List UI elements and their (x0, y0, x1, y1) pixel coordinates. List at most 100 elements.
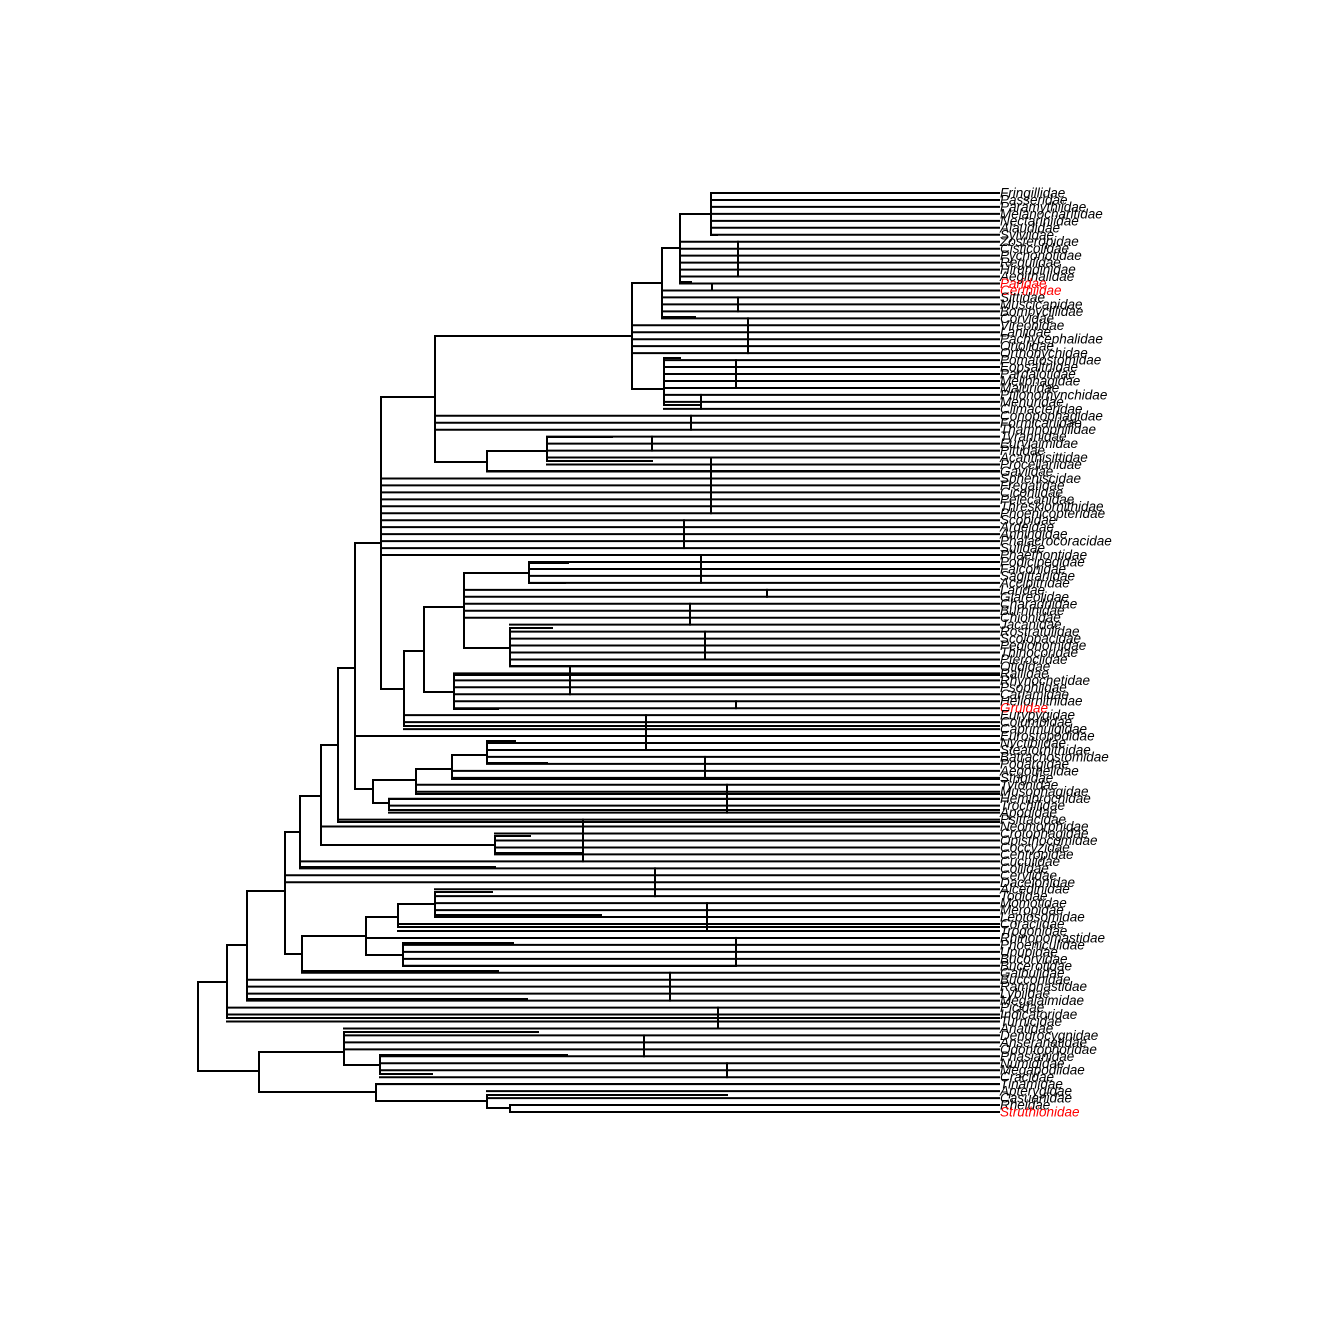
tip-label: Certhiidae (1000, 283, 1062, 298)
tip-label: Indicatoridae (1000, 1007, 1077, 1022)
tip-label: Passeridae (1000, 192, 1068, 207)
tip-label: Ptilonorhynchidae (1000, 387, 1107, 402)
tip-label: Cariamidae (1000, 687, 1069, 702)
tip-label: Ardeidae (999, 520, 1054, 535)
tip-label: Pittidae (1000, 443, 1045, 458)
tip-label: Zosteropidae (999, 234, 1079, 249)
tip-label: Cerylidae (1000, 868, 1057, 883)
tip-label: Tyrannidae (1000, 429, 1067, 444)
tip-label: Tytonidae (1000, 777, 1058, 792)
tip-label: Apterygidae (999, 1084, 1072, 1099)
tip-label: Fringillidae (1000, 186, 1065, 201)
tip-label: Eurylaimidae (1000, 436, 1078, 451)
tip-label: Spheniscidae (1000, 471, 1081, 486)
tip-label: Nyctibiidae (1000, 736, 1066, 751)
tip-label: Fregatidae (1000, 478, 1065, 493)
tip-label: Opisthocomidae (1000, 833, 1098, 848)
tip-label: Phoenicopteridae (1000, 506, 1105, 521)
tip-label: Caprimulgidae (1000, 722, 1087, 737)
tip-label: Crotophagidae (1000, 826, 1089, 841)
tip-label: Bucconidae (1000, 972, 1071, 987)
tip-label: Burhinidae (1000, 603, 1065, 618)
tip-label: Picidae (1000, 1000, 1044, 1015)
tip-label: Lybiidae (1000, 986, 1050, 1001)
tip-label: Ciconiidae (1000, 485, 1063, 500)
tip-label: Vireonidae (1000, 318, 1064, 333)
tip-label: Anatidae (999, 1021, 1053, 1036)
tip-label: Paridae (1000, 276, 1047, 291)
tip-label: Laridae (1000, 582, 1045, 597)
tip-label: Numididae (1000, 1056, 1065, 1071)
tip-label: Trochilidae (1000, 798, 1065, 813)
tip-label: Melanocharitidae (1000, 206, 1103, 221)
tip-label: Corvidae (1000, 311, 1054, 326)
tip-label: Rostratulidae (1000, 624, 1080, 639)
tip-label: Cisticolidae (1000, 241, 1069, 256)
tree-branches (197, 192, 1000, 1113)
tip-label: Upupidae (1000, 944, 1058, 959)
tip-label: Columbidae (1000, 715, 1072, 730)
tip-label: Chionidae (1000, 610, 1061, 625)
tip-label: Pardalotidae (1000, 367, 1076, 382)
tip-label: Gaviidae (1000, 464, 1053, 479)
tip-label: Podicipedidae (1000, 554, 1085, 569)
tip-label: Scopidae (1000, 513, 1056, 528)
tip-label: Dacelonidae (1000, 875, 1075, 890)
tip-label: Podargidae (1000, 756, 1069, 771)
tip-label: Thinocoridae (1000, 645, 1078, 660)
tip-label: Neomorphidae (1000, 819, 1089, 834)
tip-label: Turnicidae (1000, 1014, 1062, 1029)
tip-label: Jacanidae (999, 617, 1062, 632)
tip-label: Sylviidae (1000, 227, 1054, 242)
tip-label: Phoeniculidae (1000, 937, 1085, 952)
tip-label: Hirundinidae (1000, 262, 1076, 277)
tip-label: Scolopacidae (1000, 631, 1081, 646)
tip-label: Bucerotidae (1000, 958, 1072, 973)
tip-label: Pelecanidae (1000, 492, 1074, 507)
tip-label: Climacteridae (1000, 401, 1083, 416)
tip-label: Thamnophilidae (1000, 422, 1096, 437)
tip-label: Trogonidae (1000, 923, 1067, 938)
tip-label: Sagittariidae (1000, 568, 1075, 583)
tip-label: Falconidae (1000, 561, 1066, 576)
tip-label: Formicariidae (1000, 415, 1082, 430)
tip-label: Pachycephalidae (1000, 332, 1103, 347)
tip-label: Aegithalidae (999, 269, 1074, 284)
tip-label: Pycnonotidae (1000, 248, 1082, 263)
tip-label: Coccyzidae (1000, 840, 1070, 855)
tip-label: Hemiprocnidae (1000, 791, 1091, 806)
tip-label: Alaudidae (999, 220, 1060, 235)
tip-label: Orthonychidae (1000, 346, 1088, 361)
tip-label: Batrachostomidae (1000, 749, 1109, 764)
tip-label: Meropidae (1000, 903, 1064, 918)
tip-label: Phalacrocoracidae (1000, 534, 1112, 549)
tip-label: Strigidae (1000, 770, 1053, 785)
tip-label: Heliornithidae (1000, 694, 1083, 709)
tip-labels: FringillidaePasseridaeParamythiidaeMelan… (999, 186, 1112, 1120)
tip-label: Coraciidae (1000, 917, 1065, 932)
tip-label: Aegothelidae (999, 763, 1079, 778)
tip-label: Laniidae (1000, 325, 1051, 340)
tip-label: Gruidae (1000, 701, 1048, 716)
tip-label: Threskiornithidae (1000, 499, 1104, 514)
tip-label: Phaethontidae (1000, 548, 1087, 563)
tip-label: Ramphastidae (1000, 979, 1087, 994)
tip-label: Pedionomidae (1000, 638, 1086, 653)
tip-label: Momotidae (1000, 896, 1067, 911)
tip-label: Steatornithidae (1000, 742, 1091, 757)
tip-label: Rallidae (1000, 666, 1049, 681)
tip-label: Regulidae (1000, 255, 1061, 270)
tip-label: Dendrocygnidae (1000, 1028, 1098, 1043)
tip-label: Psittacidae (1000, 812, 1066, 827)
tip-label: Sulidae (1000, 541, 1045, 556)
tip-label: Accipitridae (999, 575, 1070, 590)
tip-label: Apodidae (999, 805, 1057, 820)
tip-label: Anseranatidae (999, 1035, 1087, 1050)
tip-label: Bucorvidae (1000, 951, 1068, 966)
tip-label: Bombycillidae (1000, 304, 1083, 319)
tip-label: Rhynochetidae (1000, 673, 1090, 688)
tip-label: Pomatostomidae (1000, 353, 1101, 368)
tip-label: Conopophagidae (1000, 408, 1103, 423)
tip-label: Megalaimidae (1000, 993, 1084, 1008)
